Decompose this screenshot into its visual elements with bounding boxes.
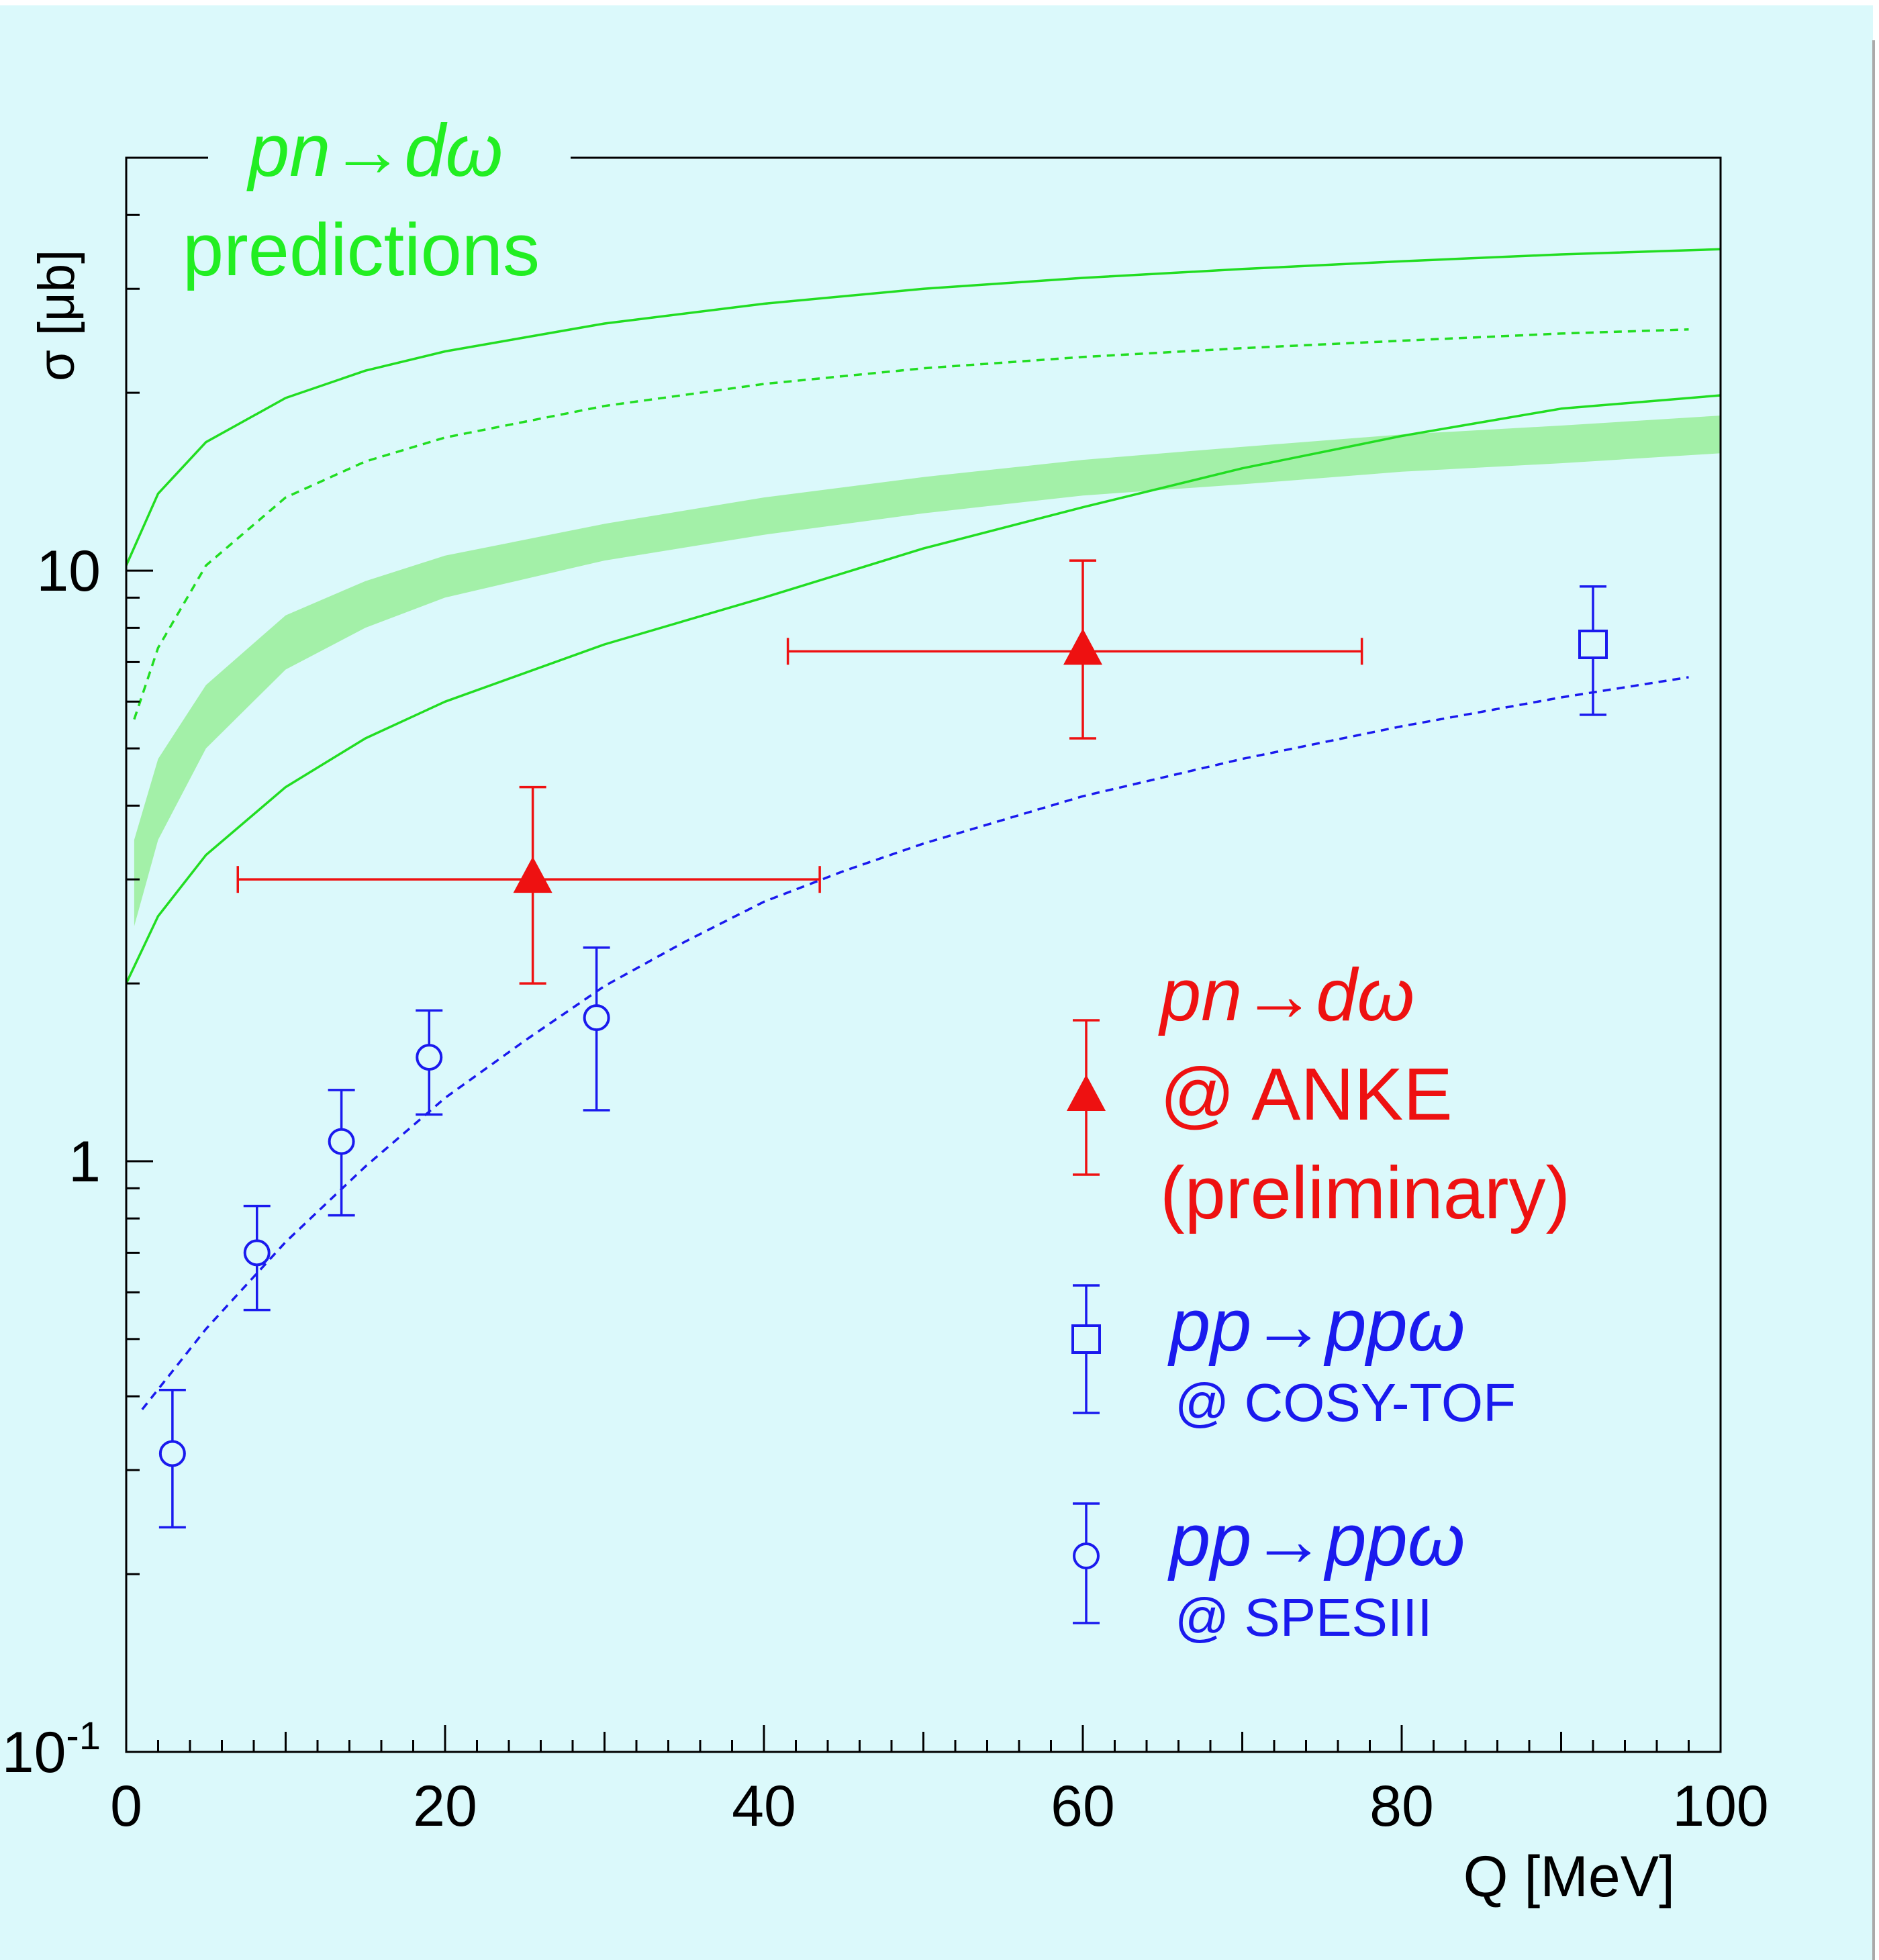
marker-circle [158, 1440, 186, 1467]
x-axis-label: Q [MeV] [1463, 1845, 1675, 1909]
data-point-cosy-1 [1578, 585, 1608, 716]
data-point-anke-2 [786, 559, 1363, 740]
legend-anke-note: (preliminary) [1160, 1152, 1570, 1234]
prediction-curve-2 [133, 328, 1689, 720]
marker-circle [583, 1004, 610, 1032]
prediction-curve-1 [125, 248, 1721, 567]
legend-spes-subtitle: @ SPESIII [1175, 1587, 1433, 1647]
legend-cosy-marker [1071, 1284, 1101, 1414]
predictions-label-text: predictions [183, 209, 540, 291]
x-tick-label: 80 [1369, 1774, 1434, 1839]
marker-circle [243, 1239, 271, 1267]
y-tick-label: 10 [36, 539, 101, 603]
y-tick-label-exponent: -1 [66, 1714, 101, 1758]
marker-circle [328, 1128, 355, 1155]
legend-cosy-name: pp→ppω [1167, 1284, 1465, 1367]
x-tick-label: 0 [110, 1774, 142, 1839]
legend-anke-name: pn→dω [1158, 954, 1414, 1036]
prediction-curves-layer [125, 248, 1721, 1410]
data-point-spes-2 [243, 1204, 271, 1312]
y-axis-label: σ [μb] [28, 250, 85, 381]
legend-anke-marker [1067, 1019, 1106, 1176]
predictions-label-gap [208, 153, 571, 161]
prediction-band [134, 415, 1721, 926]
legend-marker-triangle [1067, 1075, 1106, 1111]
x-tick-label: 40 [732, 1774, 796, 1839]
data-point-spes-4 [416, 1009, 443, 1116]
marker-triangle [513, 856, 552, 893]
data-points-layer [158, 559, 1608, 1529]
y-tick-label: 1 [68, 1130, 101, 1194]
marker-triangle [1063, 628, 1102, 665]
legend-marker-square [1071, 1324, 1101, 1354]
predictions-label-reaction: pn→dω [246, 109, 503, 192]
legend-anke-subtitle: @ ANKE [1160, 1053, 1453, 1136]
data-point-spes-1 [158, 1389, 186, 1529]
data-point-spes-3 [328, 1089, 355, 1217]
legend-marker-circle [1073, 1542, 1100, 1569]
prediction-curve-3 [125, 394, 1721, 984]
legend-cosy-subtitle: @ COSY-TOF [1175, 1373, 1516, 1432]
legend-spes-name: pp→ppω [1167, 1499, 1465, 1581]
prediction-curve-4 [141, 676, 1689, 1410]
marker-square [1578, 630, 1608, 660]
prediction-band-layer [134, 415, 1721, 926]
x-tick-label: 100 [1672, 1774, 1769, 1839]
data-point-anke-1 [236, 785, 821, 985]
marker-circle [416, 1044, 443, 1071]
x-tick-label: 60 [1051, 1774, 1115, 1839]
legend: pn→dω @ ANKE (preliminary) pp→ppω @ COSY… [1067, 954, 1570, 1647]
chart-background [0, 5, 1873, 1960]
x-tick-label: 20 [413, 1774, 477, 1839]
data-point-spes-5 [583, 946, 610, 1112]
legend-spes-marker [1073, 1502, 1100, 1624]
